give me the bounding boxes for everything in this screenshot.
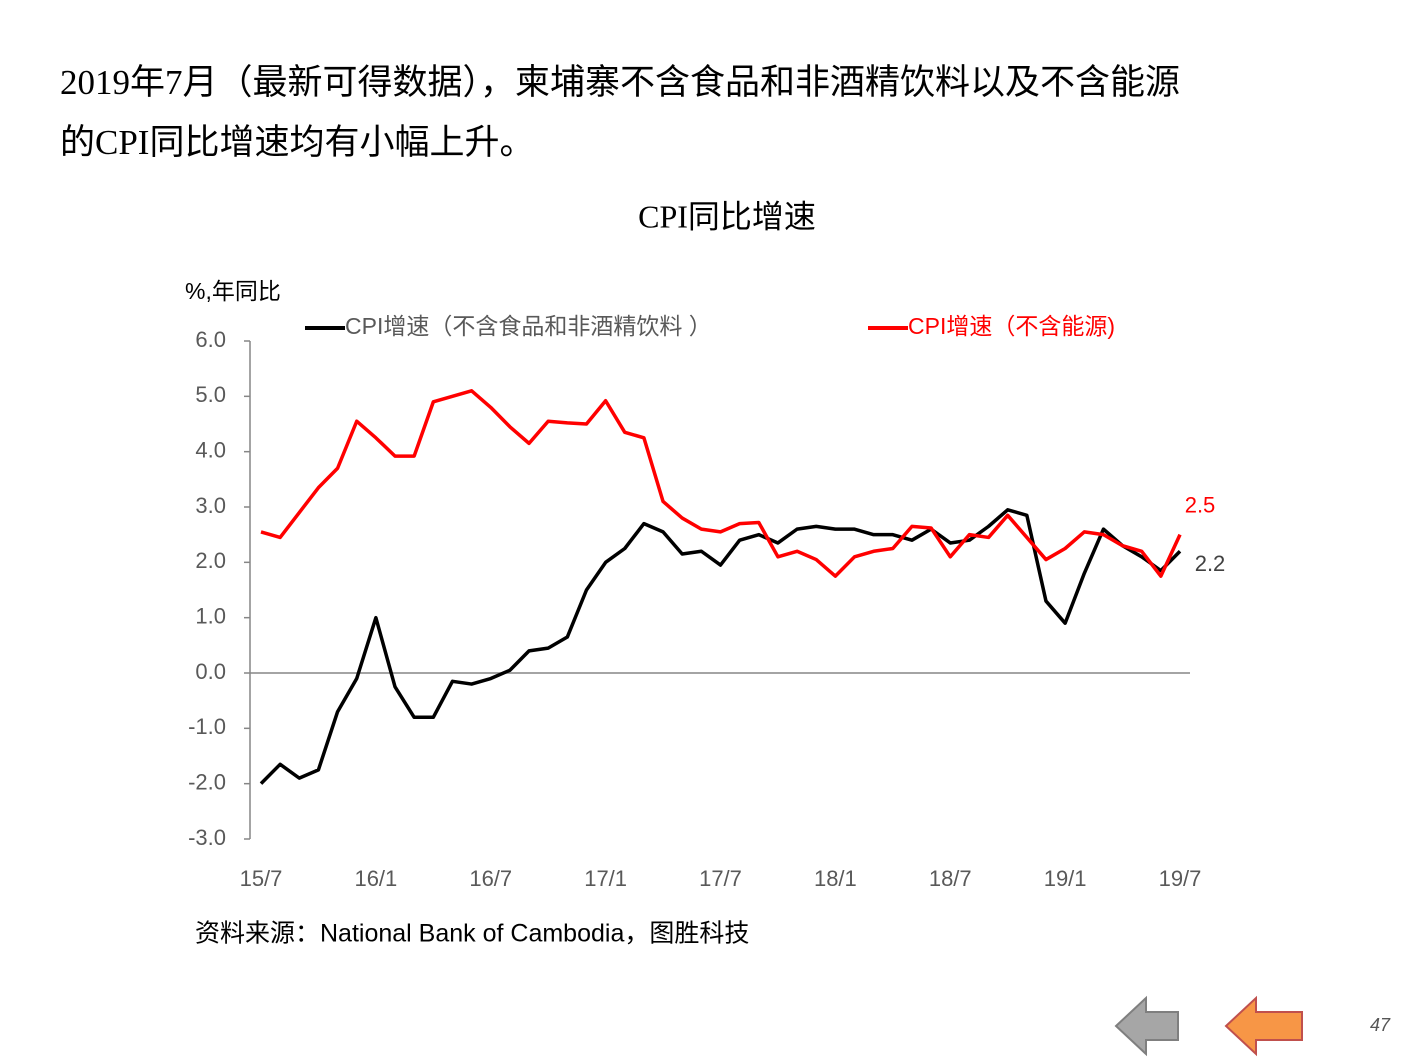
y-tick-label: -1.0	[188, 714, 226, 739]
chart: -3.0 -2.0 -1.0 0.0 1.0 2.0 3.0 4.0 5.0 6.0 15/7 16/…	[188, 313, 1225, 891]
y-tick-label: 2.0	[195, 548, 226, 573]
x-tick-label: 19/1	[1044, 866, 1087, 891]
x-tick-label: 16/7	[469, 866, 512, 891]
x-tick-label: 16/1	[354, 866, 397, 891]
y-tick-label: 5.0	[195, 382, 226, 407]
data-label: 2.5	[1185, 492, 1216, 517]
y-tick-label: 3.0	[195, 493, 226, 518]
legend-label: CPI增速（不含食品和非酒精饮料 ）	[345, 313, 712, 339]
y-tick-label: 0.0	[195, 659, 226, 684]
data-label: 2.2	[1195, 551, 1226, 576]
y-tick-label: 6.0	[195, 327, 226, 352]
page-number: 47	[1370, 1015, 1391, 1035]
legend-label: CPI增速（不含能源)	[908, 313, 1115, 339]
x-tick-label: 15/7	[240, 866, 283, 891]
back-arrow[interactable]	[1224, 995, 1303, 1057]
y-axis-label: %,年同比	[185, 278, 281, 304]
source: 资料来源：National Bank of Cambodia，图胜科技	[195, 920, 749, 948]
y-tick-label: 1.0	[195, 603, 226, 628]
header-line: 的CPI同比增速均有小幅上升。	[60, 123, 534, 162]
chart-title: CPI同比增速	[638, 198, 816, 234]
y-tick-label: -3.0	[188, 825, 226, 850]
y-tick-label: -2.0	[188, 769, 226, 794]
x-tick-label: 19/7	[1159, 866, 1202, 891]
x-tick-label: 17/1	[584, 866, 627, 891]
series-line	[260, 389, 1182, 578]
header-line: 2019年7月（最新可得数据），柬埔寨不含食品和非酒精饮料以及不含能源	[60, 63, 1180, 102]
x-tick-label: 17/7	[699, 866, 742, 891]
series-line	[259, 508, 1182, 785]
x-tick-label: 18/1	[814, 866, 857, 891]
y-tick-label: 4.0	[195, 437, 226, 462]
x-tick-label: 18/7	[929, 866, 972, 891]
prev-arrow[interactable]	[1114, 995, 1179, 1057]
